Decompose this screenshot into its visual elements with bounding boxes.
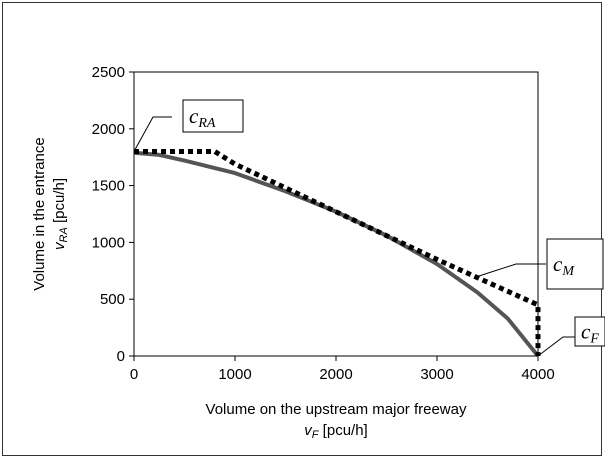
callout-main: c [581, 320, 591, 344]
y-tick-label: 1000 [92, 234, 125, 251]
y-tick-label: 2000 [92, 121, 125, 138]
callout-main: c [189, 104, 199, 128]
y-tick-label: 500 [100, 291, 125, 308]
series-layer [133, 149, 541, 358]
callout-label: cF [581, 320, 599, 347]
x-axis-label: Volume on the upstream major freeway [206, 401, 467, 418]
callout-label: cM [553, 252, 575, 279]
y-axis-label-sub: RA [58, 227, 70, 242]
x-tick-label: 4000 [521, 366, 554, 383]
callout-box [182, 99, 244, 133]
callout-box [574, 316, 605, 347]
x-axis-label-symbol: vF [pcu/h] [304, 422, 367, 441]
callout-subscript: RA [197, 116, 216, 131]
x-tick-label: 1000 [218, 366, 251, 383]
x-axis-label-sub: F [312, 429, 320, 441]
y-tick-label: 0 [117, 348, 125, 365]
y-axis-label: Volume in the entrance [31, 137, 48, 290]
x-tick-label: 3000 [420, 366, 453, 383]
callout-subscript: F [589, 332, 599, 347]
y-axis: 0 500 1000 1500 2000 2500 [92, 64, 134, 365]
x-axis: 0 1000 2000 3000 4000 [130, 356, 555, 383]
y-axis-label-symbol: vRA [pcu/h] [51, 178, 70, 250]
callout-main: c [553, 252, 563, 276]
y-tick-label: 2500 [92, 64, 125, 81]
series-line-solid [133, 150, 540, 358]
callout-leader [477, 263, 546, 277]
callout-leader [537, 336, 575, 357]
callout-box [546, 238, 604, 290]
series-line-dotted [134, 149, 541, 356]
x-axis-label-unit: [pcu/h] [319, 422, 368, 439]
y-axis-label-var: v [51, 241, 68, 250]
x-axis-label-var: v [304, 422, 313, 439]
y-tick-label: 1500 [92, 178, 125, 195]
callout-subscript: M [561, 264, 575, 279]
x-tick-label: 2000 [319, 366, 352, 383]
x-tick-label: 0 [130, 366, 138, 383]
callout-label: cRA [189, 104, 216, 131]
callout-leader [133, 116, 172, 152]
y-axis-label-unit: [pcu/h] [51, 178, 68, 227]
